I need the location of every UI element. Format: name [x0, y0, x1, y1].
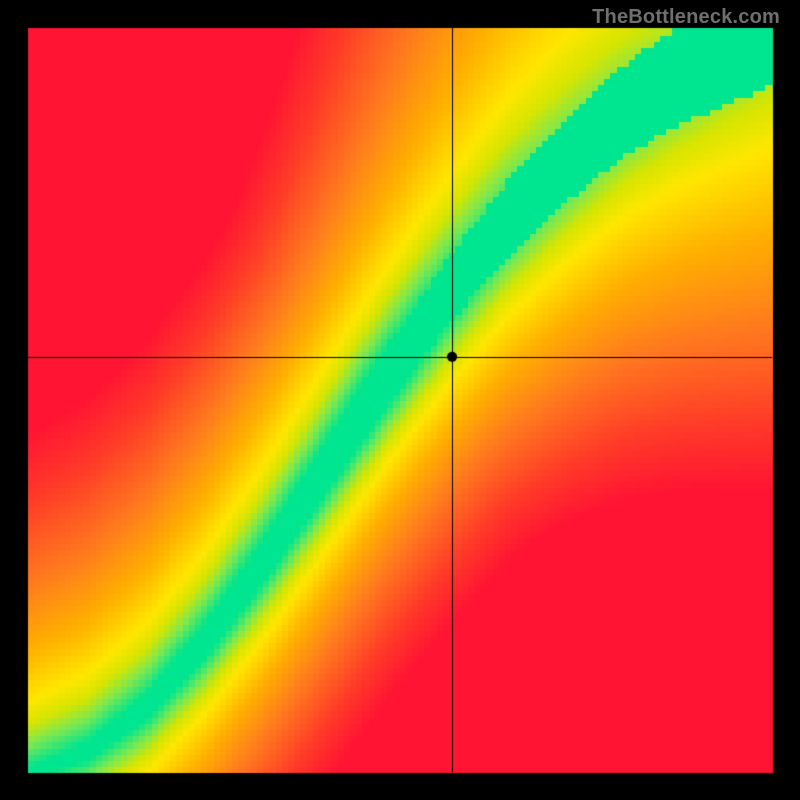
chart-stage: TheBottleneck.com	[0, 0, 800, 800]
watermark-label: TheBottleneck.com	[592, 6, 780, 29]
bottleneck-heatmap	[0, 0, 800, 800]
